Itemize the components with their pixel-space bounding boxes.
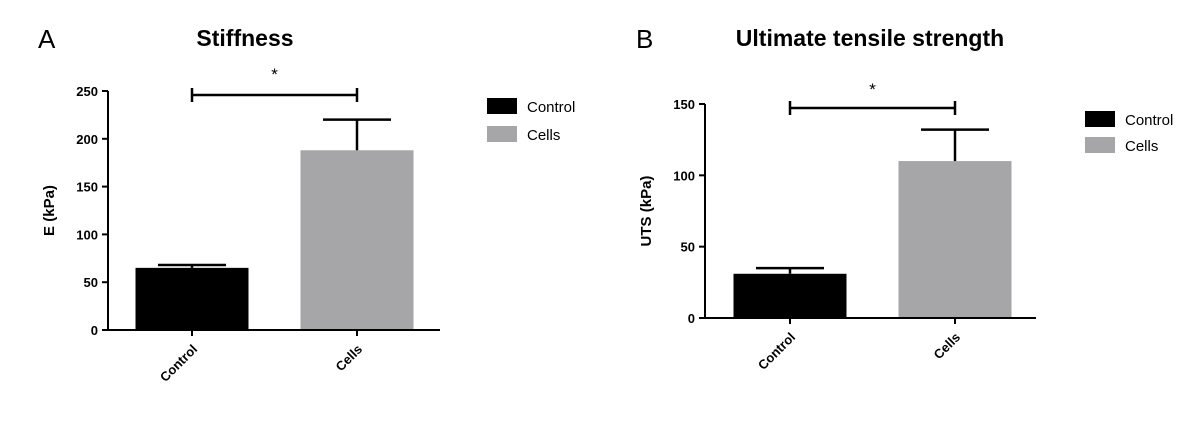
- x-tick-label-control: Control: [755, 330, 798, 373]
- chart-title: Stiffness: [196, 25, 293, 51]
- error-bar-control: [158, 263, 226, 268]
- y-tick-label: 50: [681, 240, 695, 255]
- bar-cells: [898, 161, 1012, 318]
- y-tick-label: 250: [76, 84, 98, 99]
- legend-swatch-control: [1085, 111, 1115, 127]
- y-tick-label: 100: [76, 227, 98, 242]
- y-tick-label: 150: [76, 180, 98, 195]
- y-tick-label: 150: [673, 97, 695, 112]
- legend-swatch-cells: [487, 126, 517, 142]
- legend: Control Cells: [1085, 111, 1173, 155]
- x-tick-label-cells: Cells: [333, 342, 366, 375]
- panel-letter: B: [636, 24, 653, 54]
- chart-title: Ultimate tensile strength: [736, 25, 1004, 51]
- y-axis-title: UTS (kPa): [638, 176, 655, 247]
- y-tick-label: 0: [91, 323, 98, 338]
- legend-label-control: Control: [1125, 112, 1173, 129]
- panel-letter: A: [38, 24, 56, 54]
- error-bar-cells: [323, 118, 391, 151]
- y-tick-label: 0: [688, 311, 695, 326]
- y-tick-label: 50: [84, 275, 98, 290]
- bar-control: [135, 267, 249, 330]
- y-axis-title: E (kPa): [41, 185, 58, 236]
- legend-swatch-control: [487, 98, 517, 114]
- legend-label-control: Control: [527, 99, 575, 116]
- significance-bracket: *: [190, 65, 359, 102]
- legend-label-cells: Cells: [1125, 138, 1158, 155]
- legend: Control Cells: [487, 98, 575, 144]
- bar-control: [733, 273, 847, 318]
- significance-label: *: [869, 80, 876, 99]
- legend-swatch-cells: [1085, 137, 1115, 153]
- y-tick-label: 100: [673, 168, 695, 183]
- bar-cells: [300, 150, 414, 330]
- chart-panel-b: B Ultimate tensile strength 0 50 100 150 Contr…: [636, 24, 1173, 373]
- legend-label-cells: Cells: [527, 127, 560, 144]
- x-tick-label-control: Control: [157, 342, 200, 385]
- x-tick-label-cells: Cells: [931, 330, 964, 363]
- chart-panel-a: A Stiffness 0 50 100 150 200 250 Control Cells E (…: [38, 24, 575, 385]
- significance-bracket: *: [788, 80, 957, 115]
- y-tick-label: 200: [76, 132, 98, 147]
- error-bar-cells: [921, 128, 989, 162]
- significance-label: *: [271, 65, 278, 84]
- error-bar-control: [756, 266, 824, 274]
